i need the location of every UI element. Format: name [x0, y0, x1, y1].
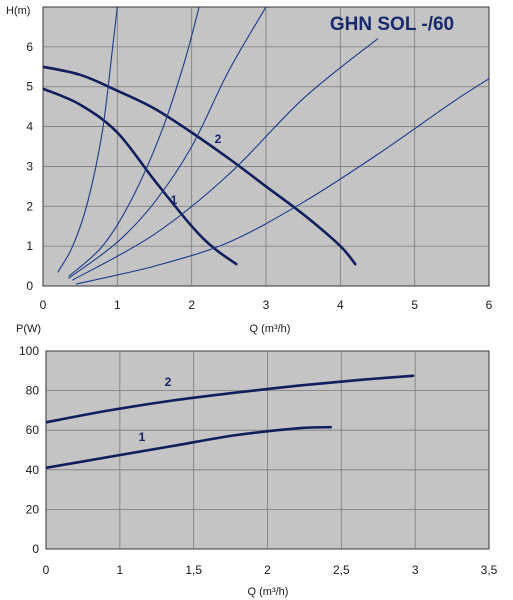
head-x-tick-label: 6: [486, 298, 493, 312]
head-system-curve: [68, 7, 267, 279]
head-y-tick-label: 0: [26, 279, 33, 293]
power-chart-curves: 21: [46, 374, 415, 470]
power-chart-x-ticks: 0 1 1,5 2 2,5 3 3,5: [43, 563, 498, 577]
power-x-tick-label: 1,5: [185, 563, 202, 577]
head-x-tick-label: 4: [337, 298, 344, 312]
head-y-tick-label: 5: [26, 80, 33, 94]
power-x-tick-label: 0: [43, 563, 50, 577]
power-x-tick-label: 3: [412, 563, 419, 577]
head-chart-x-axis-label: Q (m³/h): [250, 323, 291, 335]
power-x-tick-label: 1: [116, 563, 123, 577]
power-chart-x-axis-label: Q (m³/h): [248, 586, 289, 598]
power-y-tick-label: 0: [32, 542, 39, 556]
head-y-tick-label: 4: [26, 120, 33, 134]
head-system-curve: [72, 38, 379, 281]
head-chart-title: GHN SOL -/60: [330, 14, 454, 35]
head-chart-curves: 12: [43, 7, 489, 285]
power-x-tick-label: 2,5: [333, 563, 350, 577]
power-curve-1: [46, 425, 333, 470]
power-chart-y-axis-label: P(W): [16, 323, 41, 335]
power-x-tick-label: 2: [264, 563, 271, 577]
power-x-tick-label: 3,5: [481, 563, 498, 577]
head-y-tick-label: 6: [26, 40, 33, 54]
head-x-tick-label: 2: [188, 298, 195, 312]
head-curve-label-1: 1: [171, 193, 178, 207]
power-y-tick-label: 40: [26, 463, 40, 477]
power-chart-y-ticks: 0 20 40 60 80 100: [19, 344, 39, 556]
head-system-curve: [68, 7, 200, 277]
head-x-tick-label: 0: [40, 298, 47, 312]
power-y-tick-label: 80: [26, 384, 40, 398]
head-y-tick-label: 2: [26, 199, 33, 213]
head-x-tick-label: 1: [114, 298, 121, 312]
head-system-curve: [75, 78, 489, 285]
power-curve-label-1: 1: [139, 430, 146, 444]
head-chart-x-ticks: 0 1 2 3 4 5 6: [40, 298, 493, 312]
power-curve-label-2: 2: [165, 375, 172, 389]
power-curve-2: [46, 374, 415, 424]
power-y-tick-label: 60: [26, 423, 40, 437]
head-curve-2: [43, 65, 357, 266]
head-x-tick-label: 3: [263, 298, 270, 312]
head-curve-label-2: 2: [215, 132, 222, 146]
power-y-tick-label: 20: [26, 502, 40, 516]
head-y-tick-label: 3: [26, 159, 33, 173]
head-y-tick-label: 1: [26, 239, 33, 253]
head-chart-y-axis-label: H(m): [6, 5, 30, 17]
head-system-curve: [57, 7, 118, 273]
power-y-tick-label: 100: [19, 344, 39, 358]
head-x-tick-label: 5: [411, 298, 418, 312]
head-chart-y-ticks: 0 1 2 3 4 5 6: [26, 40, 33, 293]
head-chart-grid: [43, 7, 489, 286]
